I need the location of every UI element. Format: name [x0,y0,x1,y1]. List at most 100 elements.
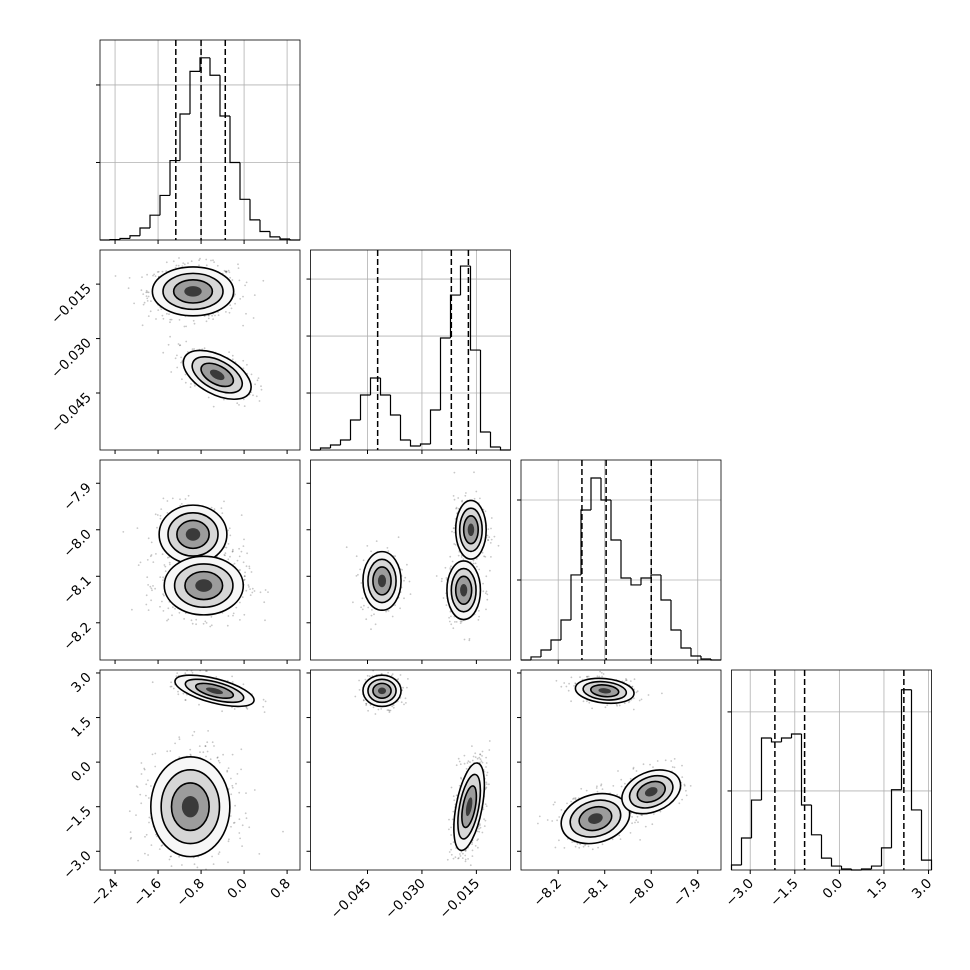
sample-point [232,612,235,615]
sample-point [469,864,472,867]
sample-point [488,749,491,751]
sample-point [231,279,234,281]
sample-point [150,541,153,544]
histogram-step [690,648,701,657]
sample-point [258,400,261,402]
sample-point [485,787,487,790]
density-contour [185,528,201,541]
sample-point [485,766,487,768]
y-tick-label: −3.0 [60,848,94,882]
sample-point [227,767,230,769]
sample-point [579,676,581,678]
sample-point [377,708,380,711]
sample-point [485,774,488,777]
sample-point [368,675,371,678]
sample-point [235,782,237,785]
histogram-step [880,847,892,867]
sample-point [471,745,473,747]
sample-point [177,690,179,693]
sample-point [213,261,216,263]
sample-point [147,854,150,856]
sample-point [242,367,245,370]
sample-point [198,703,200,706]
sample-point [205,622,208,624]
sample-point [226,769,229,772]
histogram-step [620,540,631,579]
sample-point [462,558,465,561]
sample-point [240,550,243,553]
sample-point [226,624,229,627]
sample-point [162,576,165,579]
sample-point [391,673,394,675]
sample-point [218,761,221,764]
sample-point [169,750,172,752]
sample-point [184,699,187,701]
sample-point [227,269,230,272]
sample-point [450,834,452,836]
sample-point [403,597,405,600]
sample-point [140,773,143,775]
sample-point [478,830,481,833]
sample-point [482,590,485,593]
sample-point [468,638,471,640]
sample-point [198,264,200,267]
sample-point [239,298,242,300]
sample-point [481,761,484,764]
sample-point [170,681,173,684]
sample-point [147,797,150,799]
sample-point [171,614,173,617]
sample-point [486,771,489,774]
sample-point [229,555,231,558]
sample-point [477,619,480,621]
sample-point [362,699,365,701]
sample-point [453,799,456,802]
density-contour [206,687,223,695]
sample-point [459,853,461,855]
sample-point [151,589,153,592]
sample-point [167,556,169,559]
sample-point [363,604,365,607]
sample-point [488,783,490,786]
sample-point [122,531,125,533]
sample-point [227,861,229,864]
sample-point [193,863,196,866]
sample-point [453,471,456,474]
sample-point [128,810,131,813]
histogram-step [840,866,852,870]
sample-point [455,507,457,510]
sample-point [242,324,245,327]
pair-panel [345,471,500,642]
sample-point [143,301,146,304]
sample-point [217,759,220,762]
sample-point [165,261,168,264]
sample-point [150,554,153,556]
panel-frame [99,669,301,871]
sample-point [241,845,244,847]
sample-point [212,405,215,408]
x-tick-label: −0.030 [382,876,429,923]
sample-point [466,762,469,764]
sample-point [150,587,153,590]
sample-point [162,497,165,500]
sample-point [256,379,259,382]
sample-point [164,565,167,568]
sample-point [174,607,176,610]
sample-point [229,276,232,279]
sample-point [586,700,588,703]
sample-point [365,704,368,706]
sample-point [181,378,183,381]
sample-point [151,681,154,684]
sample-point [183,263,186,266]
sample-point [586,675,588,678]
sample-point [180,356,183,359]
sample-point [224,270,227,273]
x-tick-label: 0.0 [820,876,847,903]
sample-point [222,753,225,756]
histogram-step [159,194,170,216]
sample-point [153,273,156,276]
sample-point [450,853,453,856]
sample-point [460,776,462,779]
sample-point [452,857,455,860]
sample-point [143,767,146,770]
sample-point [176,672,179,674]
